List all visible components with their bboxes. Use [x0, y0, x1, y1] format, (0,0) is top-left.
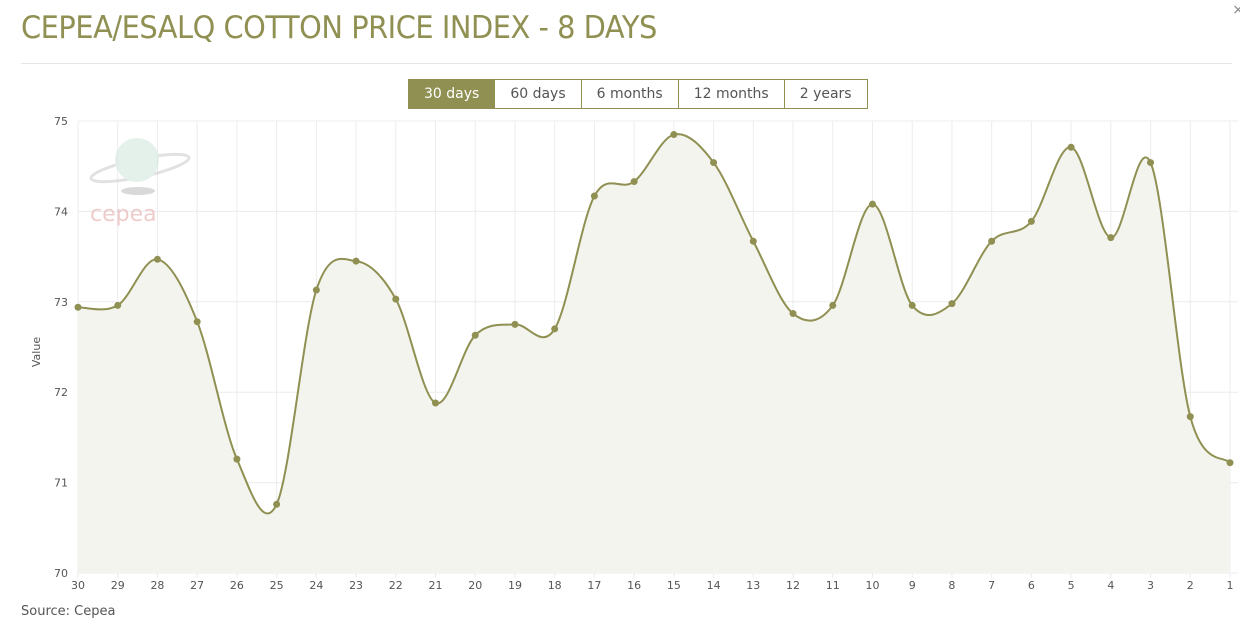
- tab-6-months[interactable]: 6 months: [580, 79, 679, 109]
- data-point[interactable]: [1147, 159, 1155, 167]
- divider: [21, 63, 1232, 64]
- data-point[interactable]: [908, 301, 916, 309]
- y-axis-label: Value: [30, 337, 43, 367]
- x-tick-label: 8: [948, 579, 955, 592]
- data-point[interactable]: [868, 200, 876, 208]
- x-tick-label: 12: [786, 579, 800, 592]
- x-tick-label: 6: [1028, 579, 1035, 592]
- y-tick-label: 73: [54, 296, 68, 309]
- data-point[interactable]: [392, 295, 400, 303]
- x-tick-label: 23: [349, 579, 363, 592]
- data-point[interactable]: [432, 399, 440, 407]
- data-point[interactable]: [590, 192, 598, 200]
- data-point[interactable]: [988, 237, 996, 245]
- y-tick-label: 72: [54, 386, 68, 399]
- x-tick-label: 9: [909, 579, 916, 592]
- data-point[interactable]: [630, 178, 638, 186]
- tab-2-years[interactable]: 2 years: [783, 79, 868, 109]
- data-point[interactable]: [829, 301, 837, 309]
- x-tick-label: 5: [1068, 579, 1075, 592]
- x-tick-label: 24: [309, 579, 323, 592]
- data-point[interactable]: [233, 455, 241, 463]
- data-point[interactable]: [789, 310, 797, 318]
- x-tick-label: 26: [230, 579, 244, 592]
- data-point[interactable]: [114, 301, 122, 309]
- logo-text: cepea: [90, 202, 157, 227]
- x-tick-label: 27: [190, 579, 204, 592]
- close-icon[interactable]: ×: [1232, 2, 1240, 18]
- tab-30-days[interactable]: 30 days: [408, 79, 496, 109]
- tab-12-months[interactable]: 12 months: [677, 79, 785, 109]
- cepea-logo: cepea: [89, 138, 191, 227]
- x-tick-label: 1: [1227, 579, 1234, 592]
- x-tick-label: 30: [71, 579, 85, 592]
- data-point[interactable]: [511, 320, 519, 328]
- x-tick-label: 11: [826, 579, 840, 592]
- data-point[interactable]: [1027, 217, 1035, 225]
- data-point[interactable]: [551, 325, 559, 333]
- x-tick-label: 28: [150, 579, 164, 592]
- data-point[interactable]: [471, 331, 479, 339]
- data-point[interactable]: [1226, 459, 1234, 467]
- data-point[interactable]: [352, 257, 360, 265]
- x-tick-label: 16: [627, 579, 641, 592]
- x-tick-label: 3: [1147, 579, 1154, 592]
- data-point[interactable]: [749, 237, 757, 245]
- data-point[interactable]: [948, 300, 956, 308]
- x-tick-label: 14: [707, 579, 721, 592]
- data-point[interactable]: [312, 286, 320, 294]
- area-fill: [78, 134, 1230, 573]
- x-tick-label: 4: [1107, 579, 1114, 592]
- data-point[interactable]: [193, 318, 201, 326]
- data-point[interactable]: [670, 131, 678, 139]
- tab-60-days[interactable]: 60 days: [494, 79, 582, 109]
- data-point[interactable]: [1067, 143, 1075, 151]
- data-point[interactable]: [710, 159, 718, 167]
- data-point[interactable]: [1186, 413, 1194, 421]
- x-tick-label: 21: [429, 579, 443, 592]
- x-tick-label: 19: [508, 579, 522, 592]
- y-tick-label: 71: [54, 477, 68, 490]
- x-tick-label: 22: [389, 579, 403, 592]
- data-point[interactable]: [273, 500, 281, 508]
- x-tick-label: 18: [548, 579, 562, 592]
- x-tick-label: 17: [587, 579, 601, 592]
- y-tick-label: 70: [54, 567, 68, 580]
- x-tick-label: 29: [111, 579, 125, 592]
- x-tick-label: 10: [865, 579, 879, 592]
- x-tick-label: 15: [667, 579, 681, 592]
- x-tick-label: 2: [1187, 579, 1194, 592]
- y-tick-label: 75: [54, 115, 68, 128]
- x-tick-label: 7: [988, 579, 995, 592]
- y-tick-label: 74: [54, 205, 68, 218]
- x-tick-label: 13: [746, 579, 760, 592]
- source-note: Source: Cepea: [21, 604, 116, 619]
- range-tabs: 30 days 60 days 6 months 12 months 2 yea…: [408, 79, 868, 109]
- data-point[interactable]: [1107, 234, 1115, 242]
- page-title: CEPEA/ESALQ COTTON PRICE INDEX - 8 DAYS: [21, 10, 657, 46]
- data-point[interactable]: [74, 303, 82, 311]
- x-tick-label: 20: [468, 579, 482, 592]
- data-point[interactable]: [153, 255, 161, 263]
- x-tick-label: 25: [270, 579, 284, 592]
